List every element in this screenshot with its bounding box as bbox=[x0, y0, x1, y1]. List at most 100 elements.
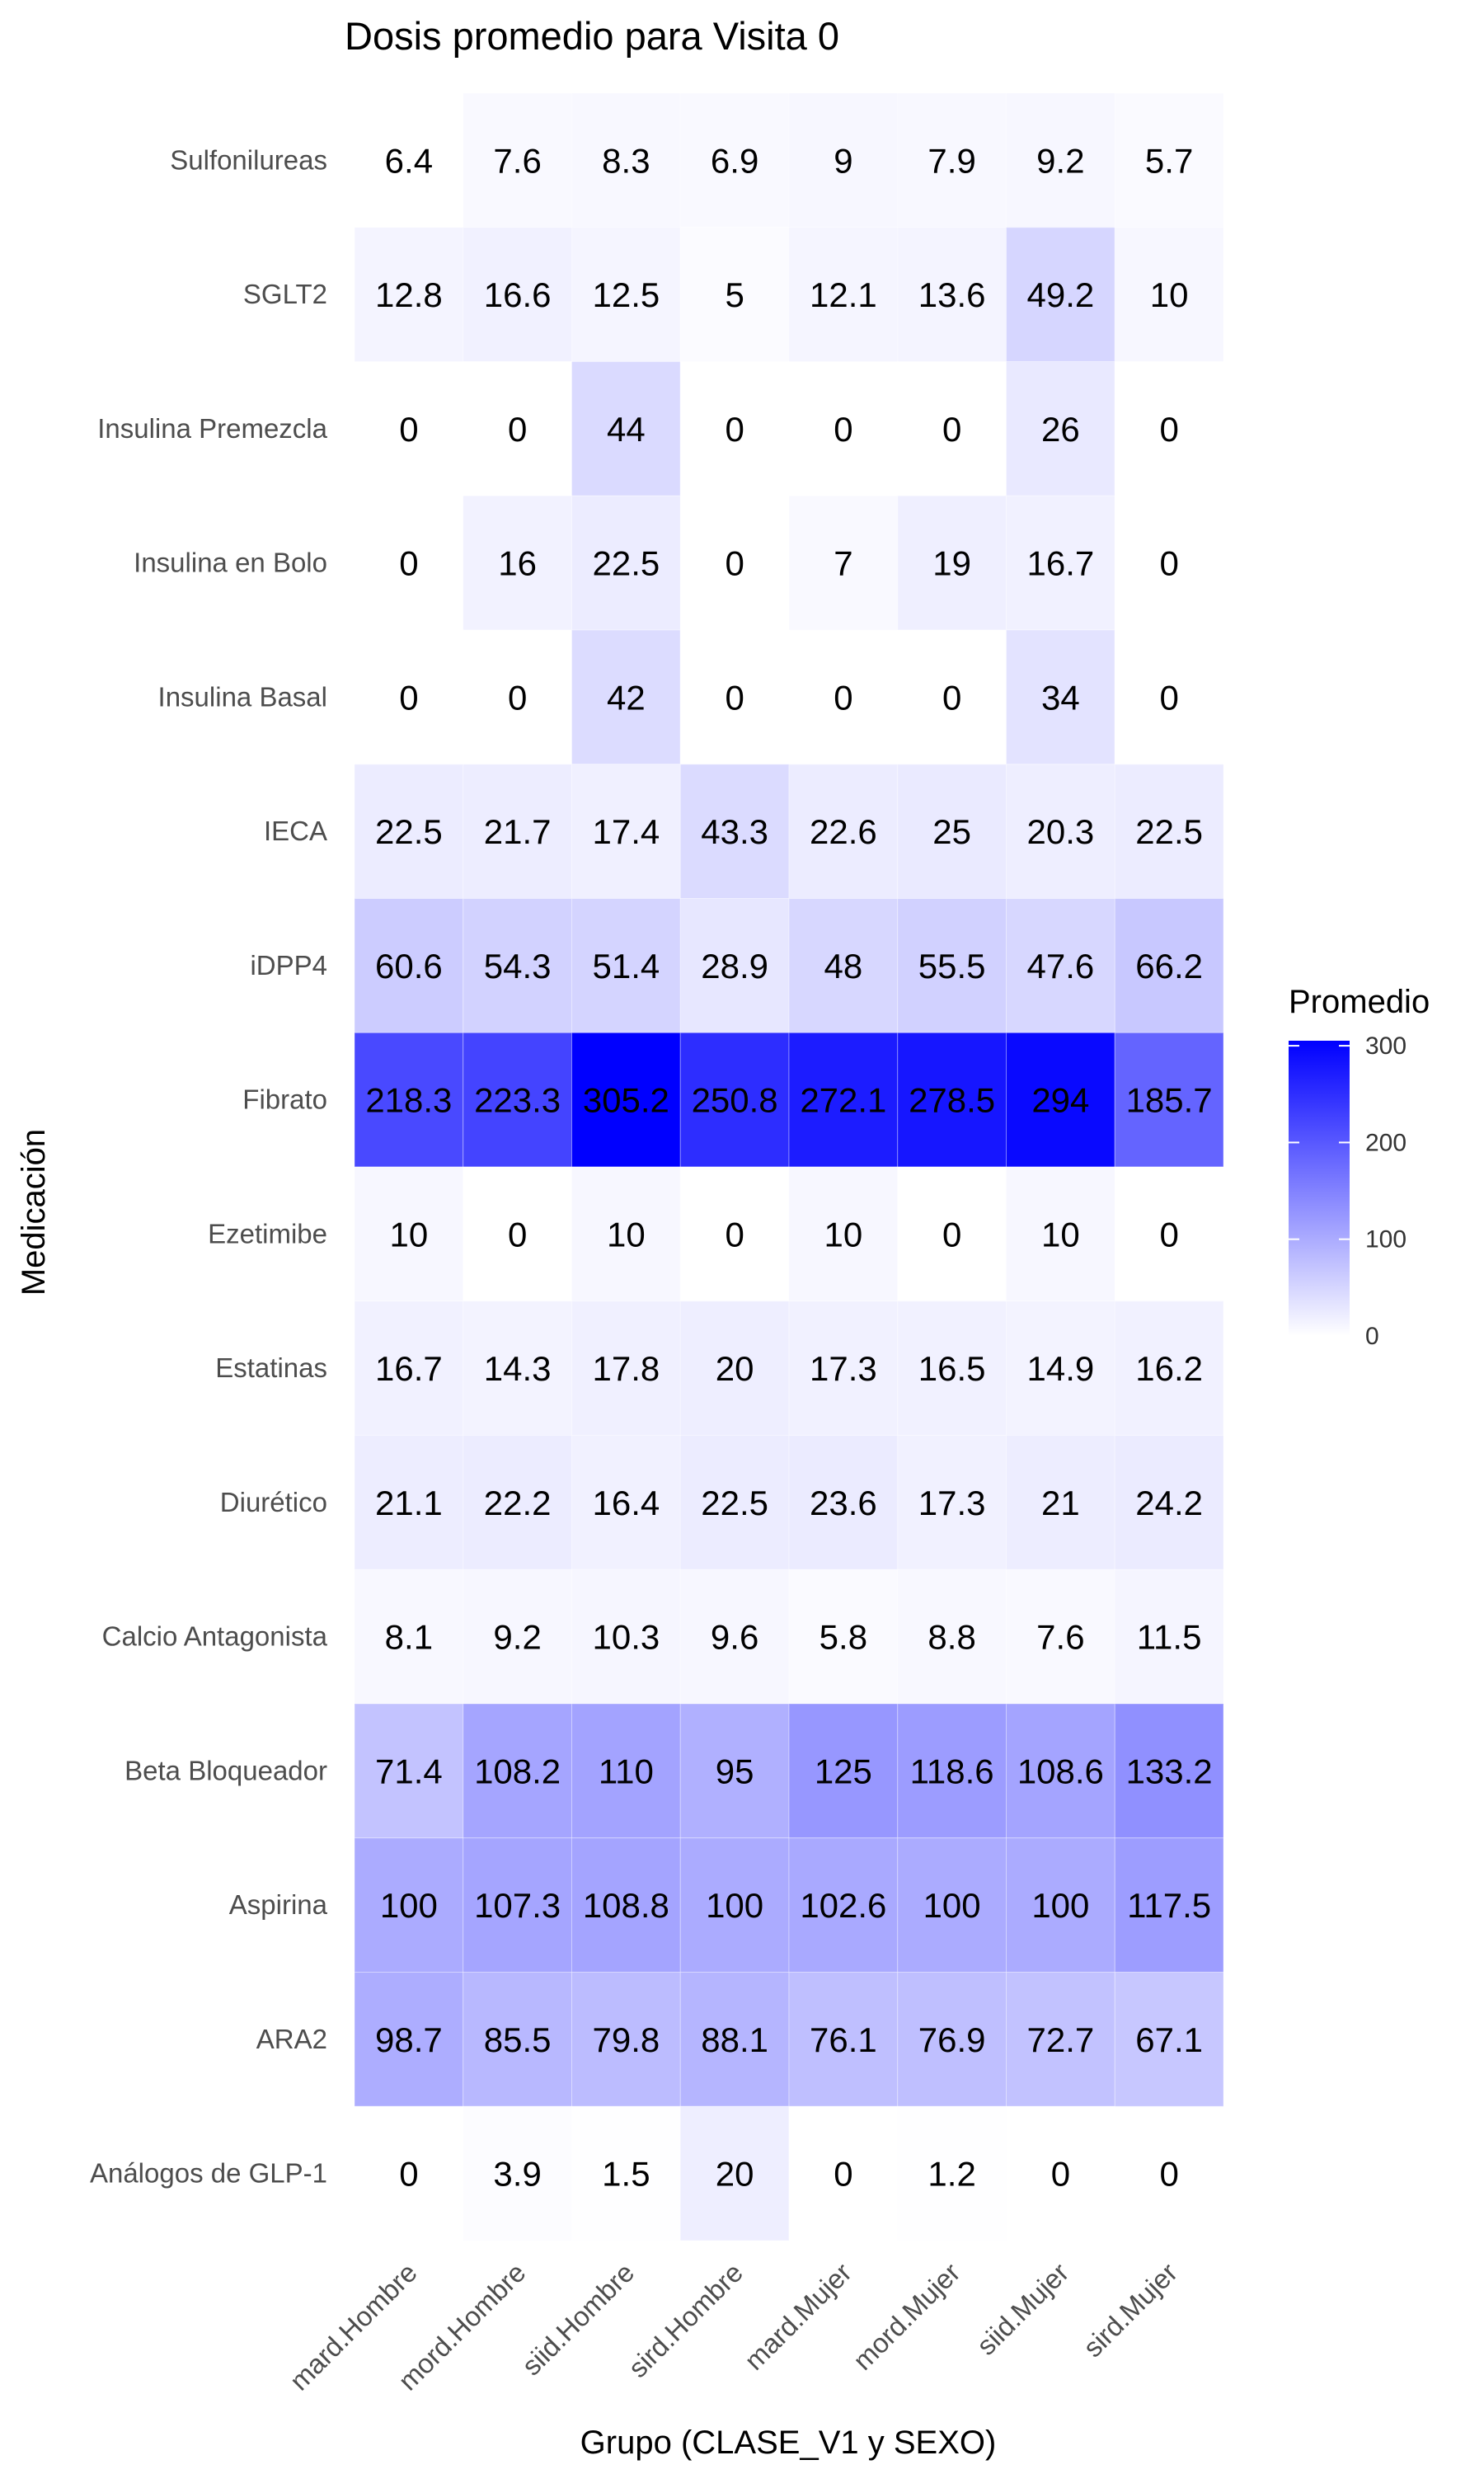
heatmap-cell bbox=[788, 1300, 899, 1436]
cell-value-label: 10.3 bbox=[593, 1618, 660, 1657]
cell-value-label: 8.8 bbox=[928, 1618, 975, 1657]
cell-value-label: 0 bbox=[399, 678, 418, 717]
heatmap-cell bbox=[788, 495, 899, 631]
cell-value-label: 79.8 bbox=[593, 2020, 660, 2059]
x-tick-label: sird.Hombre bbox=[622, 2257, 749, 2383]
heatmap-cell bbox=[897, 1435, 1007, 1570]
cell-value-label: 272.1 bbox=[800, 1081, 886, 1120]
heatmap-cell bbox=[1006, 1435, 1115, 1570]
cell-value-label: 49.2 bbox=[1027, 275, 1095, 314]
y-tick-label: Insulina Premezcla bbox=[97, 413, 327, 444]
cell-value-label: 22.5 bbox=[1135, 812, 1203, 851]
heatmap-cell bbox=[679, 1972, 790, 2107]
cell-value-label: 28.9 bbox=[701, 947, 768, 985]
heatmap-cell bbox=[788, 1435, 899, 1570]
heatmap-cell bbox=[571, 1703, 681, 1839]
heatmap-cell bbox=[463, 898, 572, 1033]
cell-value-label: 22.2 bbox=[484, 1484, 552, 1522]
color-legend: Promedio 0 100 200 300 bbox=[1289, 984, 1430, 1350]
cell-value-label: 0 bbox=[834, 2155, 852, 2194]
x-tick-label: sird.Mujer bbox=[1077, 2257, 1183, 2363]
cell-value-label: 76.9 bbox=[918, 2020, 986, 2059]
heatmap-cell bbox=[1114, 1166, 1224, 1302]
y-tick-label: SGLT2 bbox=[243, 279, 327, 309]
heatmap-cells: 6.4 7.6 8.3 6.9 9 7.9 9.2 5.7 12.8 16.6 12.5 5 12.1 1… bbox=[354, 92, 1224, 2241]
heatmap-cell bbox=[463, 1569, 572, 1705]
cell-value-label: 17.3 bbox=[810, 1349, 877, 1388]
cell-value-label: 14.3 bbox=[484, 1349, 552, 1388]
cell-value-label: 107.3 bbox=[474, 1886, 561, 1925]
cell-value-label: 22.5 bbox=[375, 812, 443, 851]
legend-tick-label: 0 bbox=[1365, 1323, 1379, 1350]
y-tick-label: Fibrato bbox=[242, 1084, 327, 1115]
y-tick-label: Diurético bbox=[220, 1487, 327, 1517]
cell-value-label: 0 bbox=[1159, 544, 1178, 583]
cell-value-label: 110 bbox=[599, 1752, 654, 1790]
x-tick-label: mard.Mujer bbox=[739, 2257, 857, 2376]
cell-value-label: 305.2 bbox=[583, 1081, 669, 1120]
heatmap-cell bbox=[788, 1166, 899, 1302]
cell-value-label: 1.5 bbox=[602, 2155, 650, 2194]
cell-value-label: 6.4 bbox=[385, 141, 433, 180]
heatmap-cell bbox=[897, 629, 1007, 765]
chart-title: Dosis promedio para Visita 0 bbox=[345, 14, 839, 58]
cell-value-label: 16.5 bbox=[918, 1349, 986, 1388]
heatmap-cell bbox=[897, 898, 1007, 1033]
heatmap-cell bbox=[1114, 227, 1224, 362]
legend-title: Promedio bbox=[1289, 984, 1430, 1020]
heatmap-cell bbox=[571, 227, 681, 362]
cell-value-label: 0 bbox=[399, 2155, 418, 2194]
cell-value-label: 7.6 bbox=[493, 141, 541, 180]
heatmap-cell bbox=[1114, 764, 1224, 899]
x-tick-label: siid.Mujer bbox=[970, 2257, 1074, 2361]
cell-value-label: 6.9 bbox=[711, 141, 758, 180]
heatmap-cell bbox=[1006, 1703, 1115, 1839]
heatmap-cell bbox=[354, 2105, 464, 2241]
cell-value-label: 117.5 bbox=[1127, 1886, 1211, 1925]
heatmap-cell bbox=[679, 1166, 790, 1302]
heatmap-cell bbox=[1114, 1435, 1224, 1570]
y-tick-label: Ezetimibe bbox=[208, 1218, 327, 1249]
heatmap-cell bbox=[679, 1300, 790, 1436]
heatmap-cell bbox=[679, 1435, 790, 1570]
y-axis-title: Medicación bbox=[16, 1129, 52, 1296]
heatmap-cell bbox=[679, 764, 790, 899]
cell-value-label: 250.8 bbox=[692, 1081, 778, 1120]
heatmap-cell bbox=[354, 898, 464, 1033]
heatmap-cell bbox=[463, 1837, 572, 1973]
heatmap-cell bbox=[1006, 361, 1115, 496]
cell-value-label: 54.3 bbox=[484, 947, 552, 985]
heatmap-cell bbox=[1006, 1300, 1115, 1436]
x-tick-label: mord.Mujer bbox=[847, 2257, 965, 2376]
cell-value-label: 0 bbox=[508, 1215, 527, 1253]
heatmap-cell bbox=[897, 227, 1007, 362]
cell-value-label: 9.2 bbox=[493, 1618, 541, 1657]
cell-value-label: 16.7 bbox=[375, 1349, 443, 1388]
cell-value-label: 0 bbox=[399, 544, 418, 583]
cell-value-label: 11.5 bbox=[1137, 1618, 1202, 1657]
heatmap-cell bbox=[354, 1703, 464, 1839]
cell-value-label: 7 bbox=[834, 544, 852, 583]
cell-value-label: 100 bbox=[706, 1886, 763, 1925]
heatmap-cell bbox=[679, 92, 790, 228]
cell-value-label: 5.8 bbox=[819, 1618, 867, 1657]
cell-value-label: 8.1 bbox=[385, 1618, 433, 1657]
heatmap-cell bbox=[897, 764, 1007, 899]
cell-value-label: 16.7 bbox=[1027, 544, 1095, 583]
heatmap-cell bbox=[788, 764, 899, 899]
heatmap-cell bbox=[1006, 1972, 1115, 2107]
cell-value-label: 26 bbox=[1041, 410, 1080, 449]
heatmap-cell bbox=[463, 1972, 572, 2107]
heatmap-cell bbox=[571, 629, 681, 765]
heatmap-cell bbox=[571, 92, 681, 228]
heatmap-cell bbox=[1114, 898, 1224, 1033]
cell-value-label: 20 bbox=[716, 2155, 754, 2194]
heatmap-cell bbox=[354, 361, 464, 496]
cell-value-label: 42 bbox=[607, 678, 646, 717]
cell-value-label: 0 bbox=[942, 1215, 961, 1253]
cell-value-label: 10 bbox=[824, 1215, 863, 1253]
cell-value-label: 19 bbox=[932, 544, 971, 583]
cell-value-label: 0 bbox=[942, 678, 961, 717]
heatmap-cell bbox=[463, 1300, 572, 1436]
y-tick-label: Sulfonilureas bbox=[170, 144, 327, 175]
